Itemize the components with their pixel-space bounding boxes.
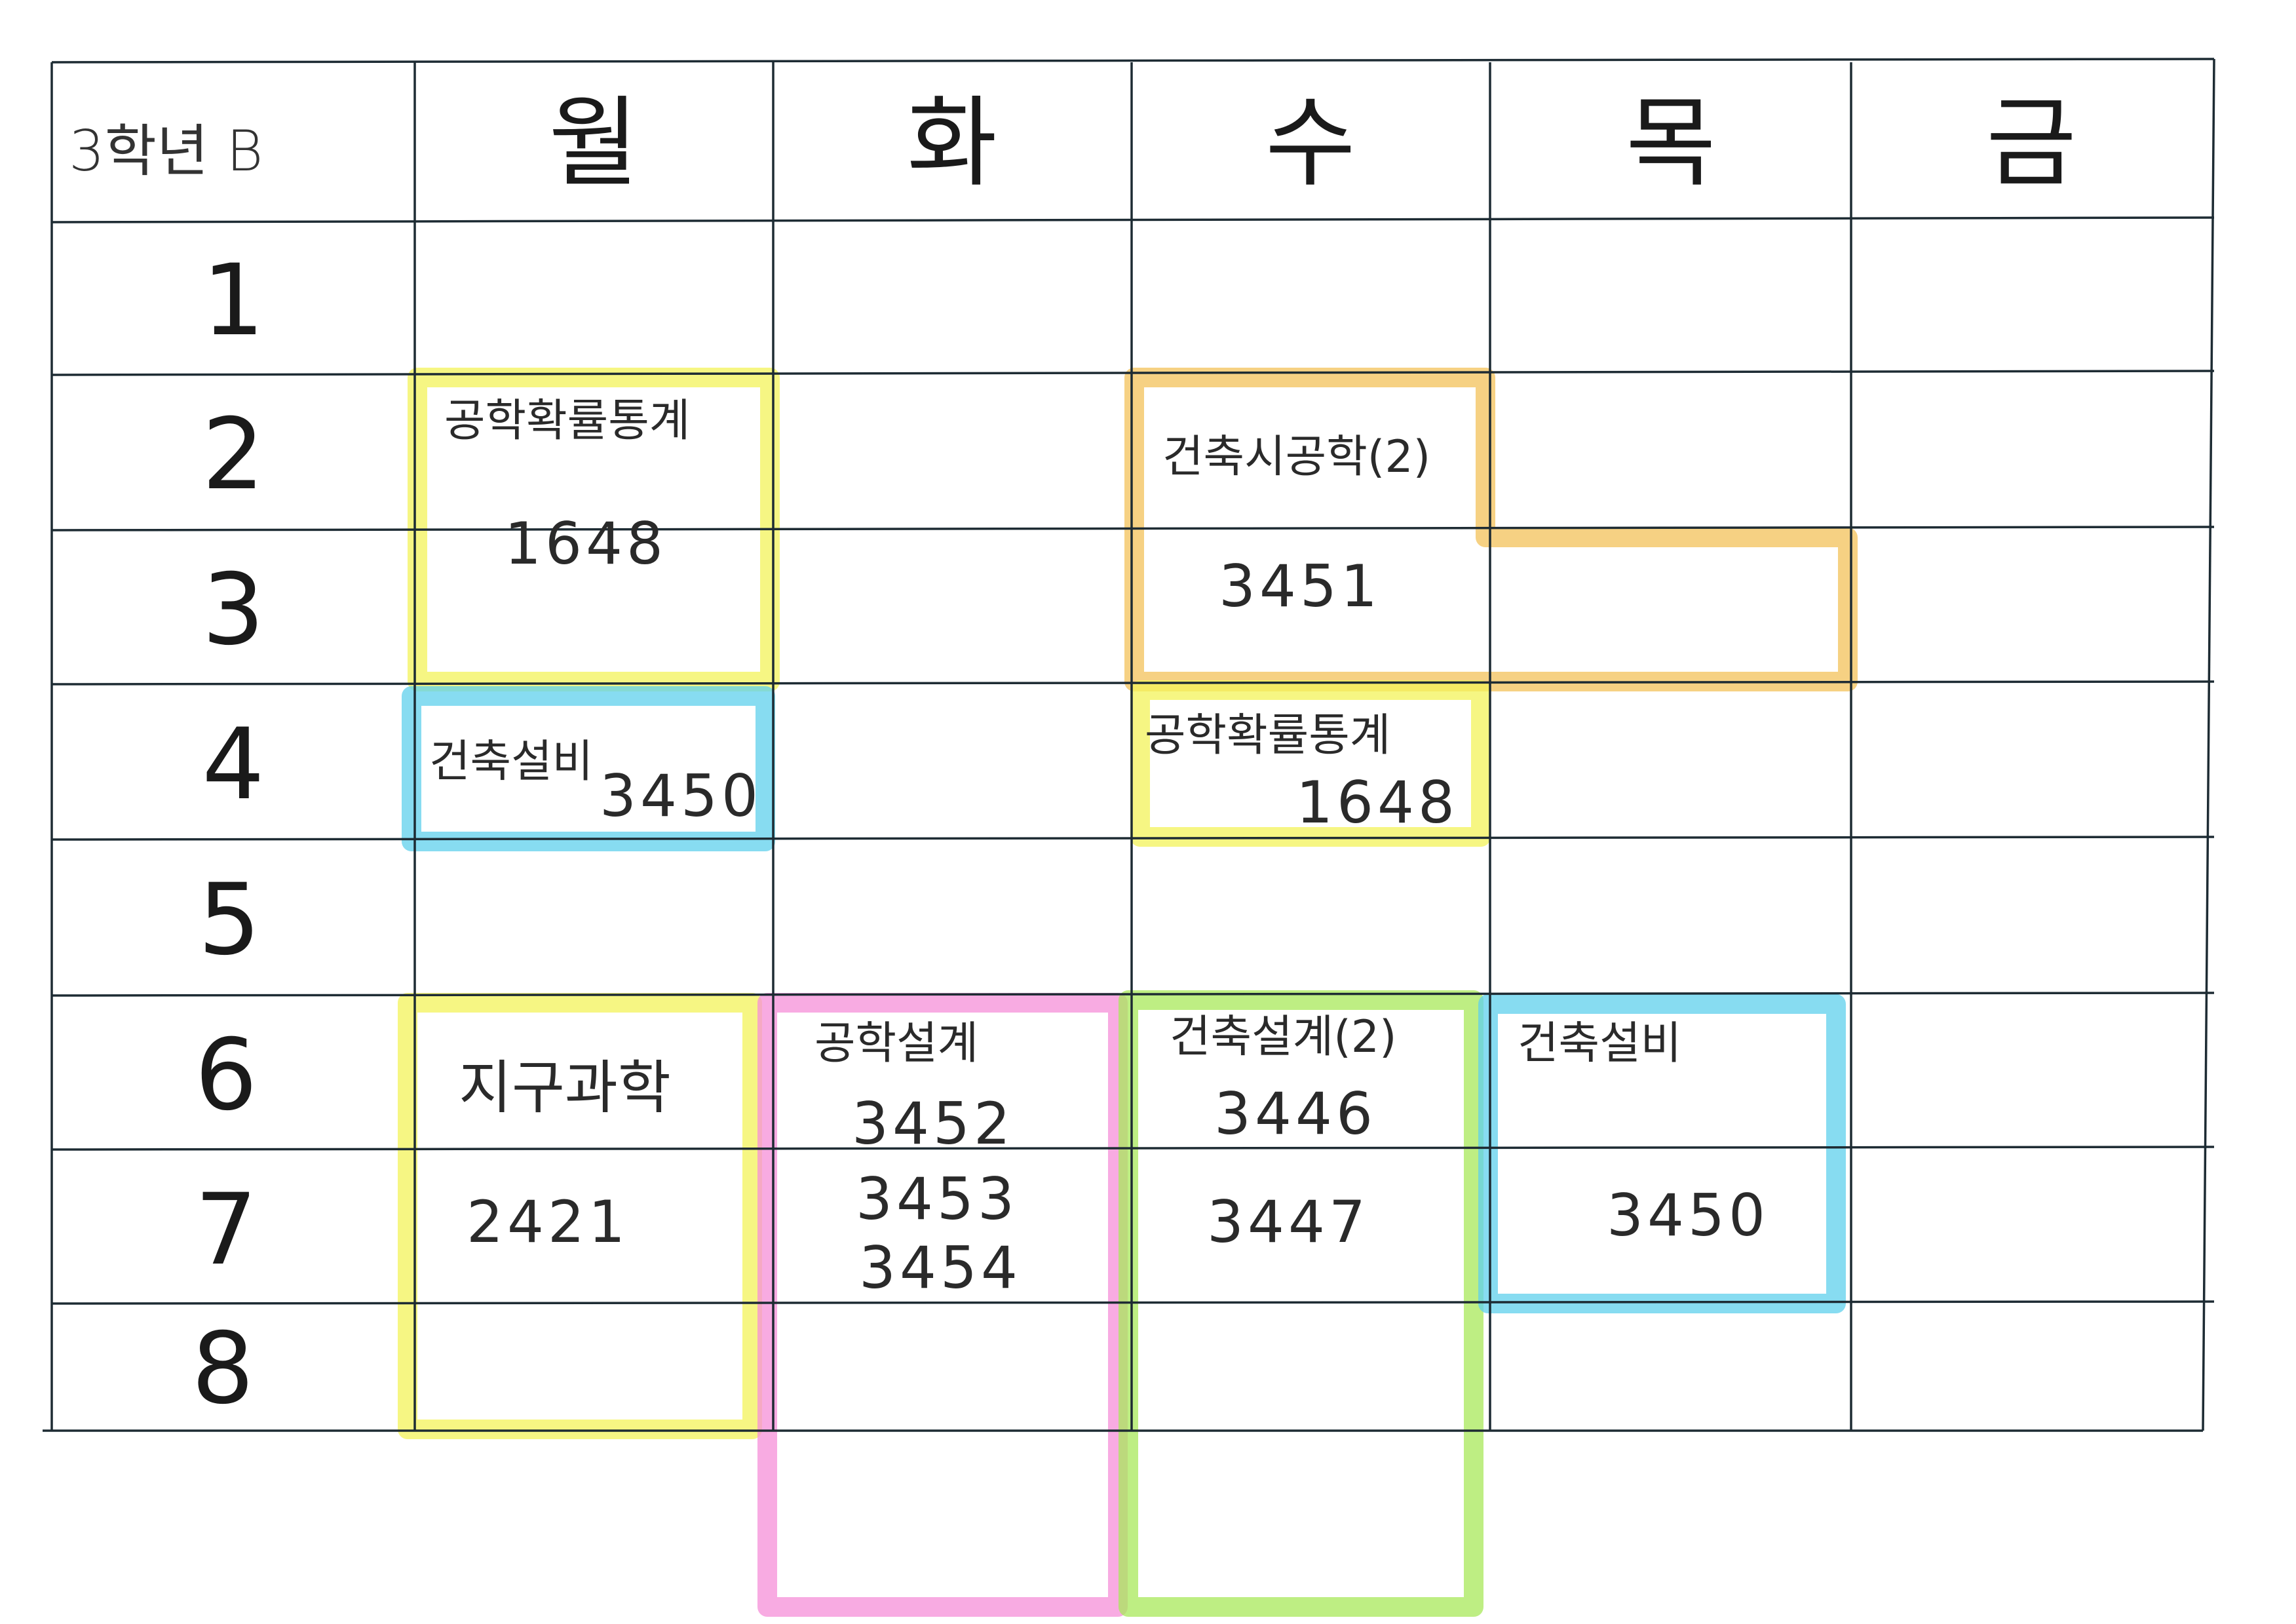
highlight-thu-equipment bbox=[1478, 994, 1846, 1313]
room: 1648 bbox=[1296, 769, 1459, 836]
room: 2421 bbox=[467, 1188, 629, 1256]
grid-lines bbox=[43, 58, 2215, 1432]
room: 3450 bbox=[1607, 1182, 1769, 1249]
subject: 건축설비 bbox=[429, 736, 593, 788]
room: 3447 bbox=[1207, 1188, 1369, 1256]
period-8: 8 bbox=[191, 1312, 254, 1426]
subject: 공학확률통계 bbox=[1145, 710, 1390, 762]
subject: 공학확률통계 bbox=[444, 395, 690, 447]
period-5: 5 bbox=[198, 863, 260, 977]
highlight-mon-equipment bbox=[402, 686, 775, 851]
entry-wed-archdesign: 건축설계(2) 3446 3447 bbox=[1170, 1011, 1397, 1256]
room: 3453 bbox=[856, 1165, 1018, 1233]
room: 3452 bbox=[852, 1090, 1014, 1157]
period-6: 6 bbox=[195, 1018, 257, 1132]
day-header-mon: 월 bbox=[548, 87, 639, 201]
subject: 공학설계 bbox=[814, 1018, 978, 1070]
room: 3450 bbox=[600, 762, 762, 830]
period-2: 2 bbox=[202, 398, 264, 512]
period-4: 4 bbox=[202, 708, 264, 822]
day-header-tue: 화 bbox=[907, 87, 997, 201]
subject: 건축시공학(2) bbox=[1162, 431, 1430, 483]
entry-mon-earthsci: 지구과학 2421 bbox=[459, 1054, 671, 1256]
highlight-tue-design bbox=[757, 993, 1128, 1617]
room: 1648 bbox=[505, 510, 667, 577]
period-1: 1 bbox=[202, 244, 264, 358]
subject: 지구과학 bbox=[459, 1054, 671, 1121]
subject: 건축설계(2) bbox=[1170, 1011, 1397, 1063]
entry-wed-stats: 공학확률통계 1648 bbox=[1145, 710, 1459, 836]
day-header-wed: 수 bbox=[1265, 87, 1356, 201]
room: 3451 bbox=[1219, 552, 1381, 620]
subject: 건축설비 bbox=[1518, 1018, 1681, 1070]
highlights bbox=[398, 368, 1858, 1617]
period-3: 3 bbox=[202, 553, 264, 667]
room: 3454 bbox=[859, 1234, 1022, 1302]
entry-tue-design: 공학설계 3452 3453 3454 bbox=[814, 1018, 1022, 1302]
period-7: 7 bbox=[195, 1173, 257, 1287]
day-header-thu: 목 bbox=[1626, 87, 1716, 201]
entry-mon-stats: 공학확률통계 1648 bbox=[444, 395, 690, 577]
highlight-wed-construction bbox=[1124, 368, 1858, 691]
highlight-mon-earthsci bbox=[398, 993, 762, 1439]
entry-thu-equipment: 건축설비 3450 bbox=[1518, 1018, 1769, 1249]
class-label: 3학년 B bbox=[69, 119, 263, 184]
entry-mon-equipment: 건축설비 3450 bbox=[429, 736, 762, 830]
day-header-fri: 금 bbox=[1986, 87, 2076, 201]
entry-wed-construction: 건축시공학(2) 3451 bbox=[1162, 431, 1430, 620]
room: 3446 bbox=[1214, 1080, 1377, 1148]
